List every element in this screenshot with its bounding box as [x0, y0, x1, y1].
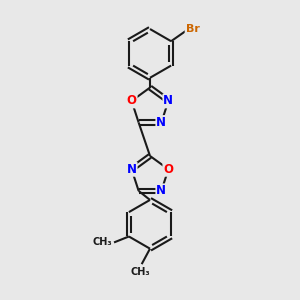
Text: N: N: [156, 116, 167, 129]
Text: N: N: [127, 163, 136, 176]
Text: Br: Br: [186, 24, 200, 34]
Text: N: N: [164, 94, 173, 107]
Text: O: O: [164, 163, 173, 176]
Text: N: N: [156, 184, 167, 197]
Text: CH₃: CH₃: [93, 237, 112, 248]
Text: O: O: [127, 94, 136, 107]
Text: CH₃: CH₃: [130, 267, 150, 277]
